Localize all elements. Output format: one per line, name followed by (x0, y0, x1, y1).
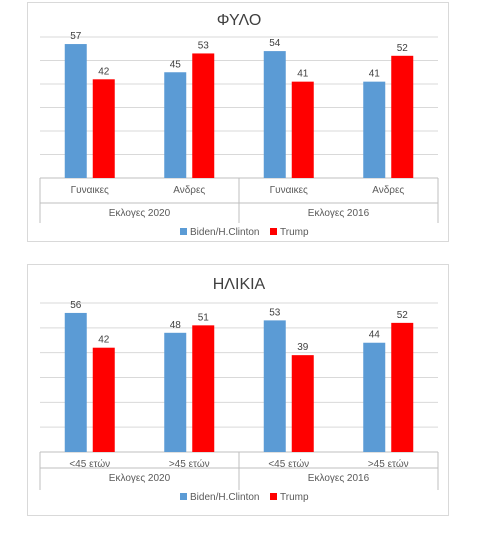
bar-biden-clinton (64, 44, 87, 178)
chart-title: ΦΥΛΟ (217, 12, 262, 29)
chart-gender: ΦΥΛΟ 57 42 Γυναικες 45 53 Ανδρες 54 41 Γυναικες 41… (27, 2, 449, 242)
legend-label: Biden/H.Clinton (190, 492, 259, 503)
category-label: Ανδρες (372, 185, 404, 196)
bar-trump (391, 55, 414, 178)
group-label: Εκλογες 2020 (109, 473, 171, 484)
chart-age: ΗΛΙΚΙΑ 56 42 <45 ετών 48 51 >45 ετών 53 39 <45 ετ… (27, 264, 449, 516)
category-label: Ανδρες (173, 185, 205, 196)
category-label: <45 ετών (268, 458, 309, 470)
legend-swatch-trump (270, 228, 277, 235)
group-label: Εκλογες 2016 (308, 473, 370, 484)
category-label: >45 ετών (169, 458, 210, 470)
legend-swatch-biden-clinton (180, 493, 187, 500)
bar-biden-clinton (263, 51, 286, 178)
legend-label: Trump (280, 227, 309, 238)
group-label: Εκλογες 2020 (109, 208, 171, 219)
chart-gender-svg: ΦΥΛΟ 57 42 Γυναικες 45 53 Ανδρες 54 41 Γυναικες 41… (39, 12, 439, 238)
bar-biden-clinton (164, 332, 187, 452)
data-label: 53 (269, 307, 281, 318)
bar-trump (192, 53, 215, 179)
bar-trump (291, 355, 314, 452)
chart-age-svg: ΗΛΙΚΙΑ 56 42 <45 ετών 48 51 >45 ετών 53 39 <45 ετ… (39, 276, 439, 503)
category-label: <45 ετών (69, 458, 110, 470)
bar-biden-clinton (263, 320, 286, 452)
data-label: 42 (98, 335, 110, 346)
data-label: 42 (98, 66, 110, 77)
category-label: Γυναικες (270, 185, 308, 196)
legend-swatch-trump (270, 493, 277, 500)
bar-trump (291, 81, 314, 178)
category-label: Γυναικες (71, 185, 109, 196)
data-label: 45 (170, 59, 182, 70)
group-label: Εκλογες 2016 (308, 208, 370, 219)
bar-biden-clinton (64, 312, 87, 452)
bar-trump (192, 325, 215, 452)
legend-label: Biden/H.Clinton (190, 227, 259, 238)
data-label: 48 (170, 320, 182, 331)
category-label: >45 ετών (368, 458, 409, 470)
data-label: 41 (297, 69, 309, 80)
legend-label: Trump (280, 492, 309, 503)
bar-trump (391, 322, 414, 452)
bar-trump (92, 79, 115, 178)
bar-trump (92, 347, 115, 452)
data-label: 39 (297, 342, 309, 353)
bar-biden-clinton (363, 342, 386, 452)
data-label: 52 (397, 43, 409, 54)
data-label: 44 (369, 330, 381, 341)
data-label: 54 (269, 38, 281, 49)
data-label: 51 (198, 312, 210, 323)
data-label: 41 (369, 69, 381, 80)
chart-title: ΗΛΙΚΙΑ (213, 276, 266, 293)
data-label: 56 (70, 300, 82, 311)
bar-biden-clinton (164, 72, 187, 178)
data-label: 52 (397, 310, 409, 321)
legend-swatch-biden-clinton (180, 228, 187, 235)
data-label: 57 (70, 31, 82, 42)
bar-biden-clinton (363, 81, 386, 178)
data-label: 53 (198, 40, 210, 51)
